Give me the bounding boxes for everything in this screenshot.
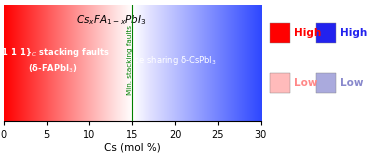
Text: {1 1 1}$_C$ stacking faults
(δ-FAPbI$_3$): {1 1 1}$_C$ stacking faults (δ-FAPbI$_3$… xyxy=(0,46,110,75)
Text: High: High xyxy=(294,28,321,38)
Text: Face sharing δ-CsPbI$_3$: Face sharing δ-CsPbI$_3$ xyxy=(124,54,217,67)
Text: Cs$_x$FA$_{1-x}$PbI$_3$: Cs$_x$FA$_{1-x}$PbI$_3$ xyxy=(76,13,147,27)
Text: Low: Low xyxy=(294,78,317,88)
X-axis label: Cs (mol %): Cs (mol %) xyxy=(104,143,161,153)
Text: Low: Low xyxy=(340,78,363,88)
Text: High: High xyxy=(340,28,367,38)
Text: Min. stacking faults: Min. stacking faults xyxy=(127,25,133,95)
